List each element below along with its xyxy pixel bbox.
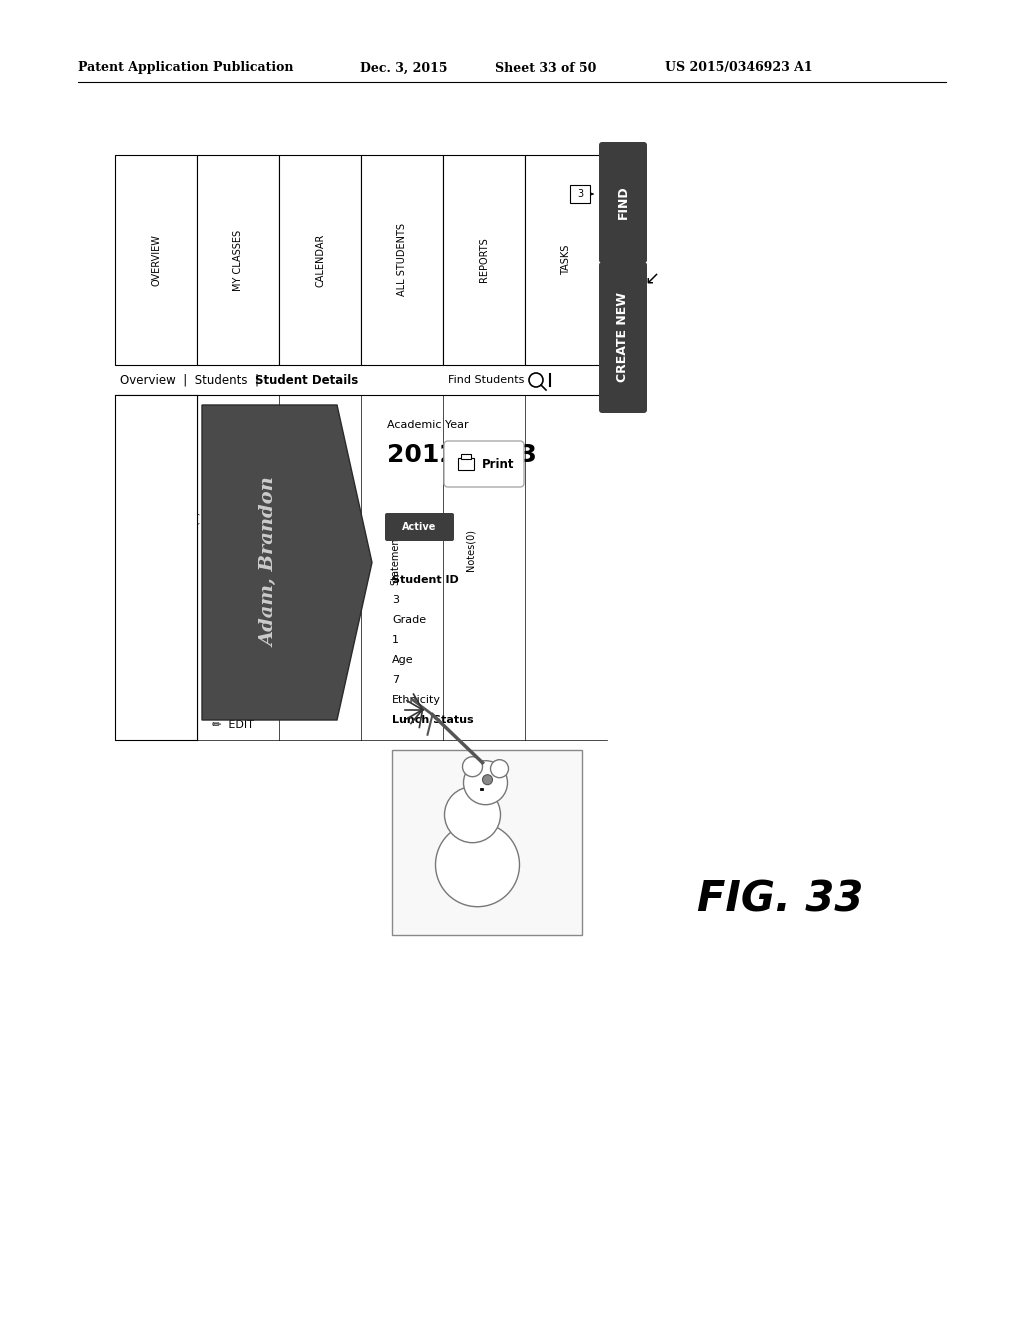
Circle shape [464,760,508,805]
Circle shape [435,822,519,907]
Bar [279,154,361,366]
Text: TASKS: TASKS [561,244,571,275]
Bar [115,154,197,366]
Circle shape [444,787,501,842]
FancyBboxPatch shape [599,261,647,413]
Text: ↙: ↙ [644,271,659,289]
Text: Dec. 3, 2015: Dec. 3, 2015 [360,62,447,74]
Text: FIND: FIND [616,186,630,219]
FancyBboxPatch shape [444,441,524,487]
Text: REPORTS: REPORTS [479,238,489,282]
Bar [458,458,474,470]
Text: CREATE NEW: CREATE NEW [616,293,630,383]
Text: Grade: Grade [392,615,426,624]
Text: MY CLASSES: MY CLASSES [233,230,243,290]
Text: CALENDAR: CALENDAR [315,234,325,286]
Text: Student Details: Student Details [255,374,358,387]
FancyBboxPatch shape [599,143,647,263]
Circle shape [529,374,543,387]
Text: OVERVIEW: OVERVIEW [151,234,161,286]
Text: Student ID: Student ID [392,576,459,585]
Text: Academic Year: Academic Year [387,420,469,430]
Text: Interventions(0): Interventions(0) [190,511,200,589]
Circle shape [463,756,482,776]
Text: ✏  EDIT: ✏ EDIT [212,719,254,730]
Bar [115,395,197,741]
Text: FIG. 33: FIG. 33 [696,879,863,921]
Text: Overview  |  Students  |: Overview | Students | [120,374,266,387]
Bar [361,154,443,366]
Text: 2012-2013: 2012-2013 [387,444,537,467]
Text: 3: 3 [577,189,583,199]
Bar [461,454,471,459]
FancyBboxPatch shape [385,513,454,541]
Text: Print: Print [482,458,514,470]
Bar [392,750,582,935]
Text: 7: 7 [392,675,399,685]
Text: FBA(0): FBA(0) [325,533,335,566]
Bar [197,154,279,366]
Text: US 2015/0346923 A1: US 2015/0346923 A1 [665,62,813,74]
Text: Age: Age [392,655,414,665]
Text: Statements(0): Statements(0) [390,515,400,585]
Text: 1: 1 [392,635,399,645]
Text: Referrals(0): Referrals(0) [265,521,275,578]
Text: Active: Active [402,521,436,532]
Text: All(0): All(0) [120,537,130,562]
Text: ALL STUDENTS: ALL STUDENTS [397,223,407,297]
Polygon shape [202,405,372,719]
Circle shape [490,760,509,777]
Text: 3: 3 [392,595,399,605]
Text: Lunch Status: Lunch Status [392,715,474,725]
Text: Notes(0): Notes(0) [465,529,475,572]
Bar [443,154,525,366]
Text: Adam, Brandon: Adam, Brandon [260,478,279,647]
Text: Find Students: Find Students [449,375,524,385]
Text: Ethnicity: Ethnicity [392,696,441,705]
Circle shape [482,775,493,784]
Text: Sheet 33 of 50: Sheet 33 of 50 [495,62,596,74]
Bar [525,154,607,366]
Bar [570,185,590,203]
Text: Patent Application Publication: Patent Application Publication [78,62,294,74]
